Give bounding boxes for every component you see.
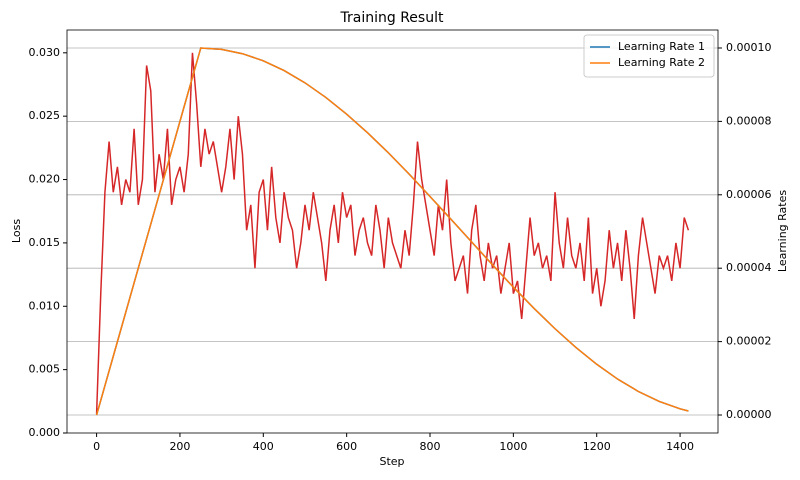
legend-label: Learning Rate 2: [618, 56, 705, 69]
x-tick-label: 600: [336, 440, 357, 453]
x-tick-label: 1000: [499, 440, 527, 453]
x-tick-label: 1200: [583, 440, 611, 453]
x-axis-label: Step: [379, 455, 404, 468]
y2-tick-label: 0.00000: [726, 408, 772, 421]
y-tick-label: 0.025: [29, 109, 61, 122]
y2-tick-label: 0.00010: [726, 41, 772, 54]
legend-box: [583, 34, 715, 78]
x-tick-label: 200: [169, 440, 190, 453]
legend-label: Learning Rate 1: [618, 40, 705, 53]
x-tick-label: 1400: [666, 440, 694, 453]
x-tick-label: 800: [420, 440, 441, 453]
y2-tick-label: 0.00002: [726, 335, 772, 348]
y-tick-label: 0.020: [29, 173, 61, 186]
y-tick-label: 0.015: [29, 236, 61, 249]
y-axis-label: Loss: [10, 219, 23, 243]
y2-tick-label: 0.00006: [726, 188, 772, 201]
y-tick-label: 0.010: [29, 299, 61, 312]
chart-title: Training Result: [340, 10, 444, 26]
series-line: [95, 52, 690, 415]
x-tick-label: 0: [93, 440, 100, 453]
y-tick-label: 0.005: [29, 363, 61, 376]
y2-axis-label: Learning Rates: [776, 190, 789, 272]
y2-tick-label: 0.00008: [726, 114, 772, 127]
series-line: [95, 47, 689, 416]
y-tick-label: 0.030: [29, 46, 61, 59]
y-tick-label: 0.000: [29, 426, 61, 439]
x-tick-label: 400: [253, 440, 274, 453]
y2-tick-label: 0.00004: [726, 261, 772, 274]
plot-frame: [66, 29, 719, 434]
